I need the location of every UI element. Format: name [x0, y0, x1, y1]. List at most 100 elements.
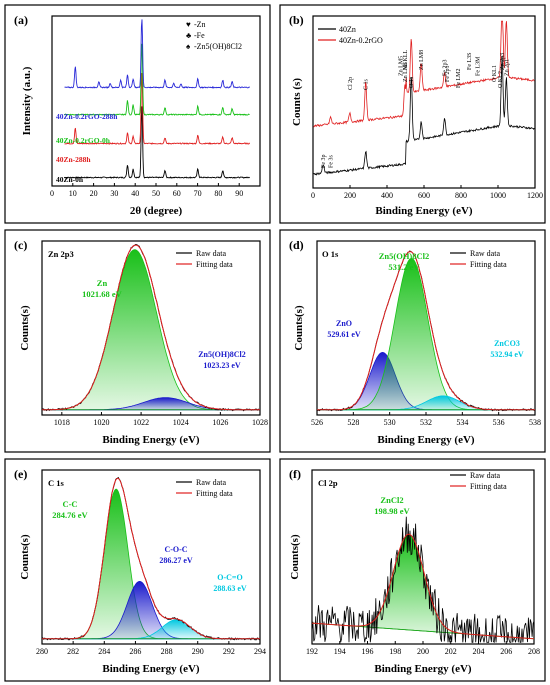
- x-tick-label: 536: [493, 418, 505, 427]
- legend-label: -Zn: [194, 20, 206, 29]
- xrd-traces: [64, 19, 250, 179]
- legend-label: Raw data: [196, 478, 226, 487]
- legend: 40Zn 40Zn-0.2rGO: [318, 25, 383, 45]
- x-tick-label: 1028: [252, 418, 268, 427]
- component-name: Zn5(OH)8Cl2: [379, 251, 430, 261]
- series-label: 40Zn-288h: [56, 155, 91, 164]
- legend-label: Fitting data: [196, 260, 233, 269]
- x-ticks: 0 200 400 600 800 1000 1200: [311, 185, 543, 200]
- x-tick-label: 202: [445, 647, 457, 656]
- component-name: O-C=O: [217, 573, 242, 582]
- legend-label: Fitting data: [470, 482, 507, 491]
- raw-data-line: [311, 516, 535, 644]
- survey-trace: [313, 20, 535, 128]
- legend-label: Raw data: [470, 471, 500, 480]
- x-axis-label: Binding Energy (eV): [102, 663, 200, 675]
- xrd-trace: [64, 19, 250, 89]
- panel-d: (d) O 1s 526 528 530 532 534 536 538 Raw data …: [289, 238, 541, 446]
- xps-fit: [316, 250, 536, 412]
- xrd-trace: [64, 43, 250, 117]
- x-axis-label: Binding Energy (eV): [102, 434, 200, 446]
- x-tick-label: 528: [347, 418, 359, 427]
- x-ticks: 526 528 530 532 534 536 538: [311, 412, 541, 427]
- y-axis-label: Counts (s): [291, 78, 303, 126]
- legend-label: -Fe: [194, 31, 205, 40]
- component-name: Zn5(OH)8Cl2: [198, 350, 246, 359]
- x-tick-label: 280: [36, 647, 48, 656]
- y-axis-label: Counts(s): [19, 305, 31, 351]
- x-tick-label: 10: [69, 189, 77, 198]
- x-tick-label: 200: [417, 647, 429, 656]
- x-tick-label: 30: [110, 189, 118, 198]
- peak-label: O 1s: [409, 76, 415, 88]
- x-tick-label: 0: [311, 191, 315, 200]
- x-tick-label: 286: [129, 647, 141, 656]
- legend: Raw data Fitting data: [450, 249, 507, 269]
- x-tick-label: 208: [528, 647, 540, 656]
- peak-label: Fe 3s: [329, 155, 335, 169]
- peak-label: Fe 2p3: [443, 60, 449, 77]
- legend-label: 40Zn: [339, 25, 356, 34]
- panel-b: (b) 0 200 400 600 800 1000 1200 Fe 3p Fe 3s Cl 2…: [289, 13, 543, 217]
- peak-label: Na KLL: [403, 50, 409, 70]
- xrd-trace: [64, 72, 250, 145]
- x-tick-label: 284: [98, 647, 110, 656]
- peak-label: Cl 2p: [348, 77, 354, 90]
- y-axis-label: Counts(s): [289, 534, 301, 580]
- component-name: ZnO: [336, 319, 352, 328]
- y-axis-label: Intensity (a.u.): [21, 66, 33, 135]
- x-ticks: 1018 1020 1022 1024 1026 1028: [54, 412, 268, 427]
- x-tick-label: 196: [362, 647, 374, 656]
- x-tick-label: 204: [473, 647, 485, 656]
- fitting-line: [317, 251, 535, 411]
- x-tick-label: 1200: [527, 191, 543, 200]
- panel-a-frame: [4, 4, 271, 224]
- component-peak: [311, 533, 535, 640]
- component-center: 284.76 eV: [52, 510, 88, 520]
- x-axis-label: Binding Energy (eV): [375, 205, 473, 217]
- x-tick-label: 1026: [212, 418, 228, 427]
- peak-label: Fe 2p1: [445, 66, 451, 83]
- xps-fit: [41, 476, 261, 641]
- legend: Raw data Fitting data: [176, 478, 233, 498]
- panel-d-frame: [279, 229, 546, 453]
- legend-symbol: ♥: [186, 20, 191, 29]
- component-peak: [42, 249, 260, 411]
- x-tick-label: 292: [223, 647, 235, 656]
- x-ticks: 0 10 20 30 40 50 60 70 80 90: [50, 183, 243, 198]
- x-ticks: 192 194 196 198 200 202 204 206 208: [306, 641, 540, 656]
- x-tick-label: 198: [389, 647, 401, 656]
- series-label: 40Zn-0.2rGO-0h: [56, 136, 111, 145]
- panel-label: (c): [14, 238, 27, 252]
- legend-label: 40Zn-0.2rGO: [339, 36, 383, 45]
- x-axis-label: Binding Energy (eV): [374, 663, 472, 675]
- panel-title: C 1s: [48, 478, 65, 488]
- x-axis-label: Binding Energy (eV): [377, 434, 475, 446]
- component-center: 529.61 eV: [327, 330, 361, 339]
- peak-label: Zn LM8: [419, 50, 425, 70]
- legend-label: Fitting data: [470, 260, 507, 269]
- x-tick-label: 534: [456, 418, 468, 427]
- x-tick-label: 40: [131, 189, 139, 198]
- peak-label: O KL2: [498, 71, 504, 88]
- fitting-line: [42, 477, 260, 640]
- x-tick-label: 532: [420, 418, 432, 427]
- x-tick-label: 1024: [173, 418, 189, 427]
- x-tick-label: 1020: [93, 418, 109, 427]
- peak-label: Fe LM2: [456, 69, 462, 89]
- x-tick-label: 400: [381, 191, 393, 200]
- panel-a: (a) 0 10 20 30 40 50 60 70 80 90 ♥ -Zn ♣ -Fe ♠ -Z…: [14, 13, 261, 217]
- panel-title: O 1s: [322, 249, 339, 259]
- panel-c: (c) Zn 2p3 1018 1020 1022 1024 1026 1028 Raw …: [14, 238, 268, 446]
- x-tick-label: 206: [500, 647, 512, 656]
- x-tick-label: 200: [344, 191, 356, 200]
- legend-label: Raw data: [470, 249, 500, 258]
- x-ticks: 280 282 284 286 288 290 292 294: [36, 641, 266, 656]
- y-axis-label: Counts(s): [293, 305, 305, 351]
- panel-title: Zn 2p3: [48, 249, 74, 259]
- peak-label: Zn 2p1: [504, 59, 510, 76]
- survey-trace: [313, 55, 535, 176]
- panel-e: (e) C 1s 280 282 284 286 288 290 292 294 Raw da…: [14, 467, 266, 675]
